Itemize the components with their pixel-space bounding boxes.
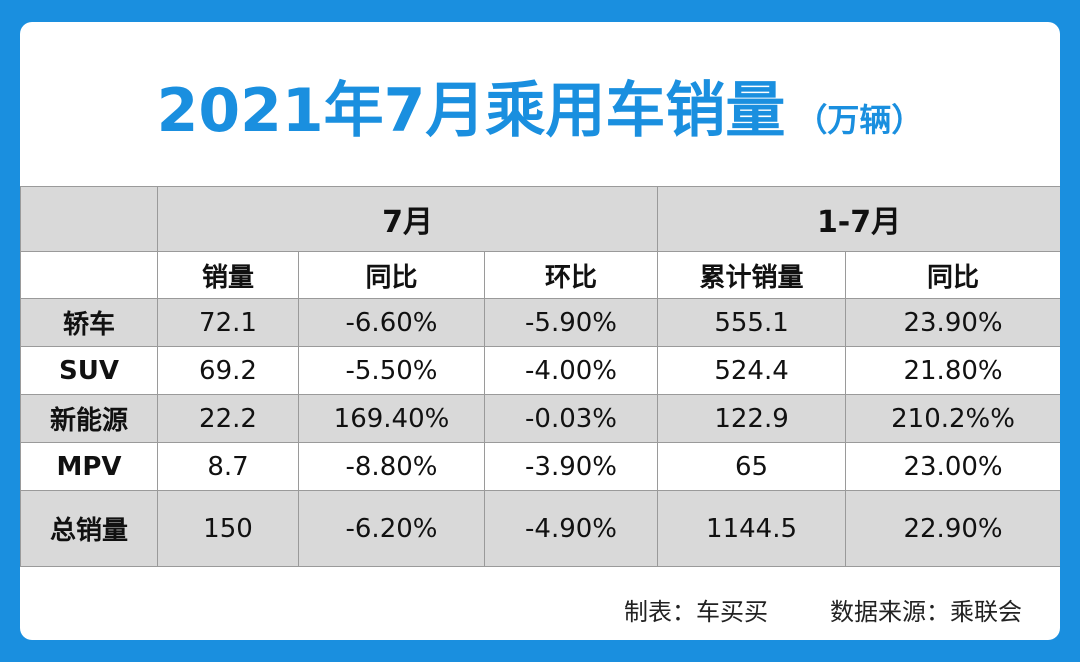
cell-yoy: 169.40% bbox=[298, 394, 485, 443]
cell-sales: 72.1 bbox=[157, 298, 299, 347]
cell-cumulative: 555.1 bbox=[657, 298, 847, 347]
cell-sales: 150 bbox=[157, 490, 299, 567]
row-label: MPV bbox=[20, 442, 158, 491]
cell-sales: 69.2 bbox=[157, 346, 299, 395]
cell-sales: 8.7 bbox=[157, 442, 299, 491]
table-row-total: 总销量 150 -6.20% -4.90% 1144.5 22.90% bbox=[20, 490, 1060, 567]
col-header-cumulative: 累计销量 bbox=[657, 251, 847, 299]
cell-cumulative: 524.4 bbox=[657, 346, 847, 395]
title-unit: （万辆） bbox=[795, 101, 924, 139]
cell-yoy: -8.80% bbox=[298, 442, 485, 491]
cell-cumulative: 122.9 bbox=[657, 394, 847, 443]
column-header-row: 销量 同比 环比 累计销量 同比 bbox=[20, 251, 1060, 299]
row-label: 轿车 bbox=[20, 298, 158, 347]
cell-ytd-yoy: 23.00% bbox=[845, 442, 1060, 491]
cell-ytd-yoy: 23.90% bbox=[845, 298, 1060, 347]
cell-mom: -3.90% bbox=[483, 442, 659, 491]
row-label: 总销量 bbox=[20, 490, 158, 567]
footer-maker: 制表：车买买 bbox=[624, 598, 768, 626]
title-text: 2021年7月乘用车销量 bbox=[156, 76, 786, 146]
card: 2021年7月乘用车销量 （万辆） 7月 1-7月 销量 同比 环比 累计销量 同… bbox=[20, 22, 1060, 640]
group-header-row: 7月 1-7月 bbox=[20, 186, 1060, 252]
cell-cumulative: 65 bbox=[657, 442, 847, 491]
corner-cell bbox=[20, 186, 158, 252]
footer-source: 数据来源：乘联会 bbox=[830, 598, 1022, 626]
row-label: SUV bbox=[20, 346, 158, 395]
cell-ytd-yoy: 210.2%% bbox=[845, 394, 1060, 443]
cell-mom: -4.90% bbox=[483, 490, 659, 567]
col-header-ytd-yoy: 同比 bbox=[845, 251, 1060, 299]
cell-yoy: -6.60% bbox=[298, 298, 485, 347]
cell-cumulative: 1144.5 bbox=[657, 490, 847, 567]
table-row: SUV 69.2 -5.50% -4.00% 524.4 21.80% bbox=[20, 346, 1060, 395]
row-label: 新能源 bbox=[20, 394, 158, 443]
table-row: 轿车 72.1 -6.60% -5.90% 555.1 23.90% bbox=[20, 298, 1060, 347]
cell-mom: -4.00% bbox=[483, 346, 659, 395]
cell-yoy: -5.50% bbox=[298, 346, 485, 395]
cell-ytd-yoy: 21.80% bbox=[845, 346, 1060, 395]
cell-ytd-yoy: 22.90% bbox=[845, 490, 1060, 567]
col-header-sales: 销量 bbox=[157, 251, 299, 299]
cell-mom: -5.90% bbox=[483, 298, 659, 347]
page-title: 2021年7月乘用车销量 （万辆） bbox=[20, 76, 1060, 155]
col-header-mom: 环比 bbox=[483, 251, 659, 299]
group-header-july: 7月 bbox=[156, 186, 659, 252]
cell-sales: 22.2 bbox=[157, 394, 299, 443]
cell-mom: -0.03% bbox=[483, 394, 659, 443]
cell-yoy: -6.20% bbox=[298, 490, 485, 567]
corner-cell-2 bbox=[20, 251, 158, 299]
col-header-yoy: 同比 bbox=[298, 251, 485, 299]
footer: 制表：车买买 数据来源：乘联会 bbox=[624, 592, 1022, 627]
table-row: MPV 8.7 -8.80% -3.90% 65 23.00% bbox=[20, 442, 1060, 491]
sales-table: 7月 1-7月 销量 同比 环比 累计销量 同比 轿车 72.1 -6.60% … bbox=[20, 186, 1060, 567]
table-row: 新能源 22.2 169.40% -0.03% 122.9 210.2%% bbox=[20, 394, 1060, 443]
group-header-ytd: 1-7月 bbox=[657, 186, 1060, 252]
